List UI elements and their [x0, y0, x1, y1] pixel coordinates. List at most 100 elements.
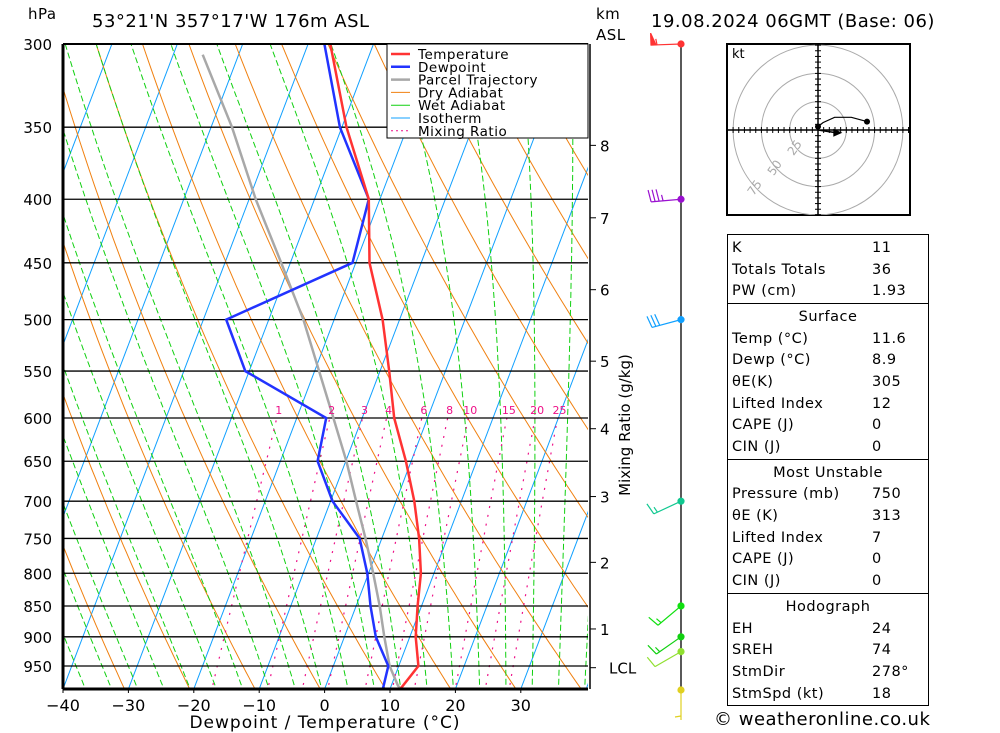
mixing-ratio-label: 3	[361, 404, 368, 417]
dry-adiabat-line	[948, 7, 1000, 694]
mixing-ratio-line	[327, 417, 388, 689]
hodograph-unit-label: kt	[732, 47, 745, 62]
isotherm-line	[63, 44, 244, 519]
wind-barb	[674, 686, 685, 720]
value: 36	[872, 261, 892, 278]
legend-label: Dewpoint	[418, 60, 486, 76]
wet-adiabat-line	[216, 44, 402, 689]
row-cape: CAPE (J) 0	[728, 549, 928, 571]
mixing-ratio-label: 15	[502, 404, 516, 417]
barb-staff	[651, 198, 682, 203]
isotherm-line	[63, 44, 178, 347]
wet-adiabat-line	[269, 44, 428, 689]
row-dewp: Dewp (°C) 8.9	[728, 349, 928, 371]
label: StmDir	[732, 663, 786, 680]
pressure-tick-label: 700	[23, 493, 52, 511]
most-unstable-section: Most Unstable Pressure (mb) 750 θE (K) 313…	[728, 460, 928, 594]
mixing-ratio-line	[364, 417, 423, 689]
temperature-tick-label: −10	[242, 696, 276, 715]
isotherm-line	[63, 44, 113, 175]
axes: 1 2 3 4 6 8 10 15 20 2530035040045050055060065070…	[23, 36, 636, 733]
value: 750	[872, 486, 902, 503]
wet-adiabat-line	[461, 44, 507, 689]
isotherm-line	[63, 44, 309, 689]
barb-feather	[648, 616, 659, 626]
hodograph-section: Hodograph EH 24 SREH 74 StmDir 278° StmSpd …	[728, 594, 928, 707]
row-stmspd: StmSpd (kt) 18	[728, 683, 928, 705]
label: CAPE (J)	[732, 417, 795, 434]
section-title: Most Unstable	[773, 464, 883, 481]
temperature-tick-label: 30	[511, 696, 531, 715]
km-unit: km	[596, 5, 621, 23]
wind-level-dot	[677, 686, 685, 694]
barb-half-feather	[653, 506, 658, 513]
mixing-ratio-label: 6	[420, 404, 427, 417]
wet-adiabat-line	[63, 632, 86, 689]
location-title: 53°21'N 357°17'W 176m ASL	[92, 11, 370, 32]
barb-feather	[647, 189, 652, 202]
hodograph-start-dot	[815, 123, 821, 130]
mixing-ratio-line	[211, 417, 278, 689]
wet-adiabat-line	[330, 44, 454, 689]
wet-adiabat-line	[95, 44, 323, 689]
km-tick-label: LCL	[609, 660, 637, 678]
label: PW (cm)	[732, 283, 797, 300]
surface-section: Surface Temp (°C) 11.6 Dewp (°C) 8.9 θE(K)…	[728, 304, 928, 460]
copyright-link[interactable]: © weatheronline.co.uk	[714, 709, 931, 730]
wet-adiabat-line	[170, 44, 375, 689]
wind-level-dot	[677, 497, 685, 505]
mixing-ratio-line	[454, 417, 508, 689]
row-thetae: θE(K) 305	[728, 371, 928, 393]
legend-label: Parcel Trajectory	[418, 73, 538, 89]
mixing-ratio-line	[484, 417, 536, 689]
parcel-trajectory-line	[201, 54, 402, 689]
barb-half-feather	[660, 194, 664, 201]
mixing-ratio-line	[508, 417, 559, 689]
label: CIN (J)	[732, 439, 781, 456]
legend-label: Isotherm	[418, 111, 482, 127]
temperature-tick-label: 20	[445, 696, 465, 715]
isotherm-line	[0, 0, 18, 694]
barb-half-feather	[655, 646, 661, 653]
value: 278°	[872, 663, 909, 680]
barb-feather	[646, 316, 653, 328]
pressure-tick-label: 650	[23, 453, 52, 471]
value: 12	[872, 395, 892, 412]
label: θE (K)	[732, 508, 779, 525]
pressure-tick-label: 800	[23, 565, 52, 583]
barb-staff	[654, 651, 682, 668]
wind-level-dot	[677, 316, 685, 324]
storm-motion-line	[817, 129, 837, 134]
indices-section: K 11 Totals Totals 36 PW (cm) 1.93	[728, 235, 928, 305]
dry-adiabat-line	[63, 240, 256, 689]
value: 24	[872, 620, 892, 637]
pressure-tick-label: 300	[23, 36, 52, 54]
wet-adiabat-line	[63, 128, 270, 689]
wet-adiabat-line	[63, 501, 139, 689]
value: 1.93	[872, 283, 907, 300]
wind-barb	[646, 647, 685, 668]
datetime-title: 19.08.2024 06GMT (Base: 06)	[651, 11, 935, 32]
label: CIN (J)	[732, 573, 781, 590]
isotherm-line	[520, 510, 588, 689]
wind-level-dot	[677, 602, 685, 610]
km-tick-label: 8	[600, 137, 610, 155]
km-tick-label: 5	[600, 353, 610, 371]
dry-adiabat-line	[63, 544, 126, 689]
wind-level-dot	[677, 40, 685, 48]
label: Dewp (°C)	[732, 352, 811, 369]
barb-staff	[656, 636, 682, 655]
value: 11.6	[872, 330, 907, 347]
temperature-tick-label: 10	[380, 696, 400, 715]
wet-adiabat-line	[611, 0, 663, 694]
x-axis-title: Dewpoint / Temperature (°C)	[189, 713, 460, 733]
value: 7	[872, 529, 882, 546]
row-lifted-index: Lifted Index 12	[728, 393, 928, 415]
hodograph-end-dot	[864, 118, 871, 125]
label: EH	[732, 620, 754, 637]
legend-label: Wet Adiabat	[418, 98, 506, 114]
label: θE(K)	[732, 373, 774, 390]
value: 0	[872, 439, 882, 456]
